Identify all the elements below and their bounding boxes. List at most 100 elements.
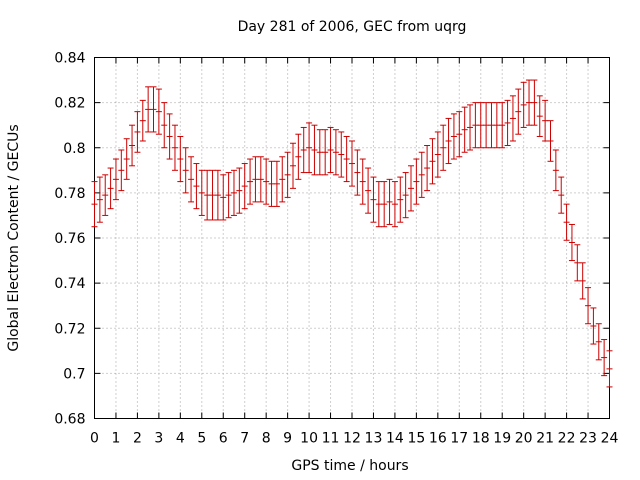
data-point [139, 99, 146, 142]
data-point [483, 102, 490, 149]
x-tick-label: 2 [133, 431, 142, 447]
y-tick-label: 0.82 [54, 96, 85, 112]
data-point [477, 102, 484, 149]
x-tick-label: 24 [601, 431, 619, 447]
data-point [241, 163, 248, 210]
y-tick-label: 0.74 [54, 276, 85, 292]
data-point [402, 172, 409, 219]
data-point [509, 95, 516, 142]
data-point [601, 339, 608, 377]
data-point [134, 111, 141, 153]
data-point [536, 95, 543, 137]
data-point [558, 176, 565, 214]
y-tick-label: 0.72 [54, 321, 85, 337]
grid-lines [94, 57, 610, 419]
y-tick-label: 0.76 [54, 231, 85, 247]
data-point [230, 169, 237, 216]
x-tick-label: 10 [300, 431, 318, 447]
data-point [257, 156, 264, 203]
data-point [408, 165, 415, 212]
data-point [552, 149, 559, 192]
data-point [520, 81, 527, 128]
data-point [322, 129, 329, 176]
data-point [118, 149, 125, 192]
data-point [247, 158, 254, 205]
data-point [338, 131, 345, 178]
data-point [456, 111, 463, 158]
data-point [188, 156, 195, 203]
data-point [107, 167, 114, 210]
x-tick-label: 6 [219, 431, 228, 447]
data-point [284, 151, 291, 198]
data-point [112, 158, 119, 201]
data-point [493, 102, 500, 149]
x-tick-label: 23 [579, 431, 597, 447]
data-point [166, 113, 173, 160]
x-tick-label: 14 [386, 431, 404, 447]
data-point [606, 350, 613, 388]
x-tick-label: 1 [111, 431, 120, 447]
data-point [391, 181, 398, 228]
data-point [429, 138, 436, 185]
x-axis: 0 1 2 3 4 5 6 7 8 9 10 11 12 13 14 15 16 17 18 19 20 21 22 23 24 [90, 57, 619, 447]
data-point [595, 323, 602, 361]
data-point [515, 88, 522, 135]
y-axis: 0.68 0.7 0.72 0.74 0.76 0.78 0.8 0.82 0.84 [54, 51, 610, 428]
data-point [252, 156, 259, 203]
data-point [488, 102, 495, 149]
data-point [236, 167, 243, 214]
data-point [563, 203, 570, 241]
data-point [461, 106, 468, 153]
data-point [123, 138, 130, 180]
data-point [375, 181, 382, 228]
data-point [171, 124, 178, 171]
data-point [306, 122, 313, 174]
x-tick-label: 18 [472, 431, 490, 447]
data-point [289, 142, 296, 189]
data-point [209, 169, 216, 221]
data-point [220, 174, 227, 221]
data-point [386, 178, 393, 225]
x-tick-label: 15 [407, 431, 425, 447]
data-point [182, 147, 189, 194]
x-tick-label: 3 [154, 431, 163, 447]
x-tick-label: 4 [176, 431, 185, 447]
x-tick-label: 22 [558, 431, 576, 447]
data-point [268, 160, 275, 207]
x-tick-label: 8 [262, 431, 271, 447]
x-tick-label: 21 [536, 431, 554, 447]
data-point [91, 181, 98, 228]
data-point [574, 244, 581, 282]
data-point [349, 140, 355, 187]
data-point [445, 117, 452, 165]
data-point [145, 86, 152, 133]
data-point [204, 169, 211, 221]
x-tick-label: 20 [515, 431, 533, 447]
data-point [177, 135, 184, 183]
data-point [214, 169, 221, 221]
data-point [542, 99, 549, 142]
x-tick-label: 13 [365, 431, 383, 447]
y-tick-label: 0.8 [63, 141, 85, 157]
data-point [526, 79, 533, 126]
data-point [531, 79, 538, 126]
data-point [440, 124, 447, 171]
data-point [316, 129, 323, 176]
data-point [568, 223, 575, 262]
data-point [472, 102, 479, 149]
data-point [370, 176, 377, 223]
data-point [300, 126, 307, 174]
chart-title: Day 281 of 2006, GEC from uqrg [238, 19, 467, 35]
data-point [150, 86, 157, 133]
data-point [295, 133, 302, 180]
data-point [547, 120, 554, 162]
data-point [198, 169, 205, 216]
y-tick-label: 0.84 [54, 51, 85, 67]
x-tick-label: 12 [343, 431, 361, 447]
gec-series [91, 79, 613, 388]
data-point [450, 113, 457, 160]
data-point [311, 124, 318, 176]
data-point [434, 131, 441, 178]
y-axis-label: Global Electron Content / GECUs [6, 124, 22, 351]
